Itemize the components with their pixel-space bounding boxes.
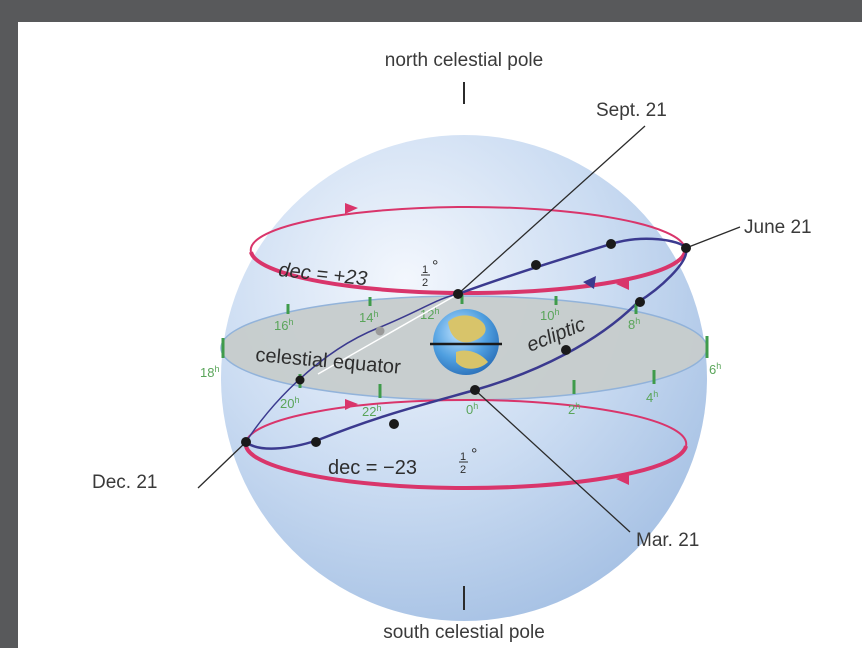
celestial-sphere-diagram: 16h 14h 12h 10h 8h 18h 6h 20h 22h 0h 2h …: [92, 50, 812, 643]
mar-label: Mar. 21: [636, 530, 699, 551]
hour-22-label: 22h: [362, 403, 381, 419]
sept-leader: [457, 125, 646, 295]
north-tropic-back: [249, 205, 686, 253]
north-tropic-arrow-front: [616, 278, 629, 290]
dec-leader: [197, 441, 247, 489]
dot-june: [681, 243, 691, 253]
hour-10-label: 10h: [540, 307, 559, 323]
ecliptic-front: [245, 301, 639, 450]
leader-lines: [197, 82, 741, 610]
dec-north-frac-num: 1: [422, 264, 428, 276]
dec-south-frac-num: 1: [460, 451, 466, 463]
hour-2-label: 2h: [568, 401, 580, 417]
hour-18-label: 18h: [200, 364, 219, 380]
hour-ticks: [221, 294, 709, 398]
south-pole-label: south celestial pole: [383, 622, 545, 643]
hour-12-label: 12h: [420, 306, 439, 322]
dot-front-2: [561, 345, 571, 355]
ecliptic-arrow: [583, 276, 596, 289]
north-pole-label: north celestial pole: [385, 50, 543, 71]
hour-8-label: 8h: [628, 316, 640, 332]
hour-20-label: 20h: [280, 395, 299, 411]
ecliptic-back: [245, 293, 459, 443]
hour-4-label: 4h: [646, 389, 658, 405]
dec-south-label: dec = −23 1 2 °: [328, 446, 477, 479]
hour-labels: 16h 14h 12h 10h 8h 18h 6h 20h 22h 0h 2h …: [200, 306, 721, 419]
hour-6-label: 6h: [709, 361, 721, 377]
dec-south-frac-den: 2: [460, 464, 466, 476]
hour-16-label: 16h: [274, 317, 293, 333]
dec-north-degree: °: [432, 258, 438, 275]
sept-label: Sept. 21: [596, 100, 667, 121]
dec-south-text: dec = −23: [328, 457, 417, 479]
dec-south-degree: °: [471, 446, 477, 463]
dot-back-1: [295, 375, 305, 385]
dec-north-frac-den: 2: [422, 277, 428, 289]
dot-upper-2: [606, 239, 616, 249]
south-tropic-back: [245, 398, 688, 447]
dot-front-1: [635, 297, 645, 307]
dec-label: Dec. 21: [92, 472, 157, 493]
hour-0-label: 0h: [466, 401, 478, 417]
june-label: June 21: [744, 217, 812, 238]
north-tropic-arrow-back: [345, 203, 358, 214]
dot-sept: [453, 289, 463, 299]
north-tropic-front: [249, 247, 688, 296]
ecliptic-dots: [241, 239, 691, 447]
dot-dec: [241, 437, 251, 447]
dot-front-3: [389, 419, 399, 429]
mar-leader: [474, 389, 631, 533]
diagram-panel: 16h 14h 12h 10h 8h 18h 6h 20h 22h 0h 2h …: [18, 22, 862, 648]
south-tropic-arrow-front: [616, 473, 629, 485]
hour-14-label: 14h: [359, 309, 378, 325]
dot-front-4: [311, 437, 321, 447]
june-leader: [685, 226, 741, 249]
dot-mar: [470, 385, 480, 395]
sept-leader-white: [317, 293, 459, 375]
earth-land: [448, 315, 488, 369]
dot-upper-1: [531, 260, 541, 270]
dot-back-2: [375, 326, 385, 336]
south-tropic-front: [243, 441, 688, 491]
ecliptic-upper: [457, 237, 688, 304]
south-tropic-arrow-back: [345, 399, 358, 410]
